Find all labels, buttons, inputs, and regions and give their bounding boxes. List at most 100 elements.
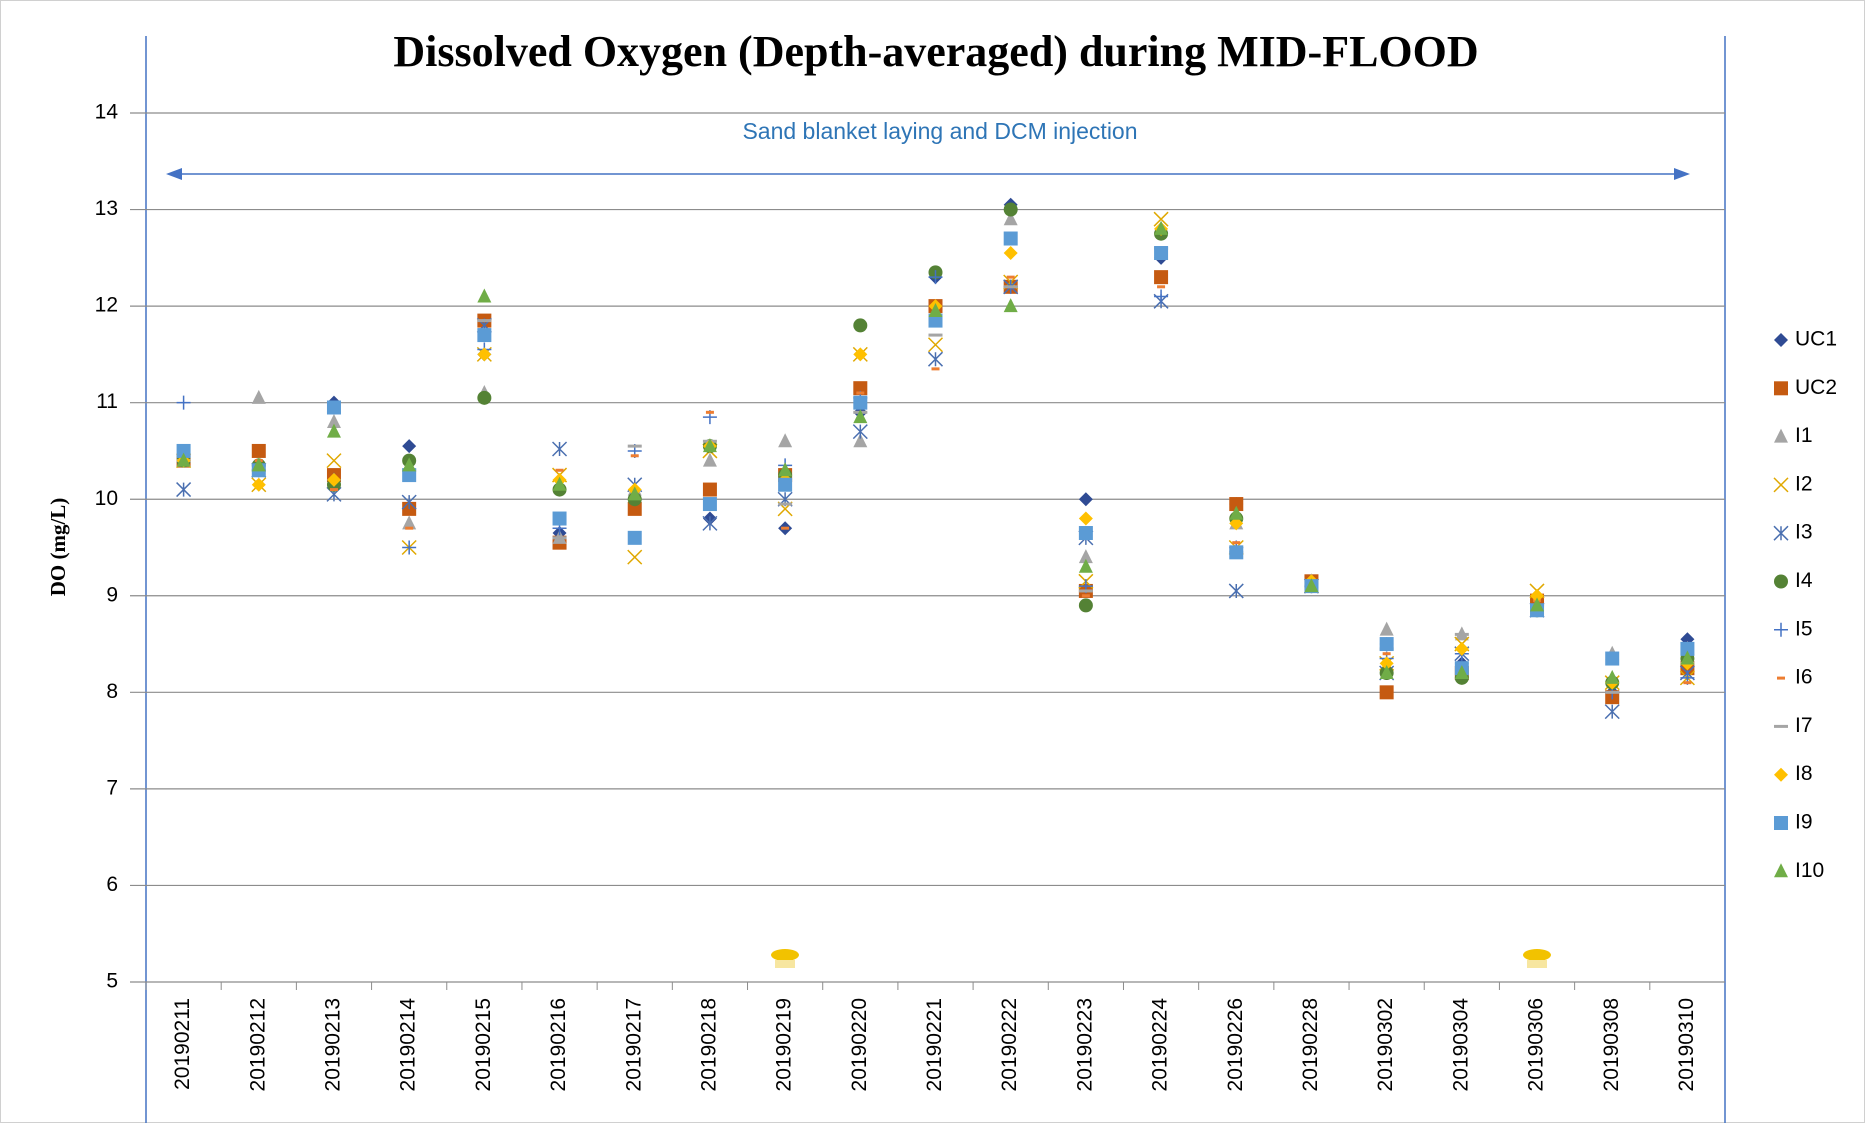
data-point xyxy=(702,515,718,531)
data-point xyxy=(552,476,567,491)
data-point xyxy=(627,549,643,565)
weather-icon xyxy=(771,949,799,968)
legend-marker xyxy=(1774,816,1788,830)
y-tick-label: 7 xyxy=(106,776,118,799)
data-point xyxy=(1078,526,1093,541)
data-point xyxy=(1229,545,1244,560)
data-point xyxy=(1154,220,1169,235)
data-point xyxy=(402,439,417,454)
x-tick-label: 20190310 xyxy=(1675,998,1698,1091)
data-point xyxy=(928,313,943,328)
x-tick-label: 20190223 xyxy=(1073,998,1096,1091)
x-tick-label: 20190304 xyxy=(1449,998,1472,1092)
data-point xyxy=(778,462,793,477)
y-tick-label: 14 xyxy=(95,101,119,124)
data-point xyxy=(1154,270,1169,285)
x-tick-label: 20190216 xyxy=(547,998,570,1091)
x-tick-label: 20190215 xyxy=(472,998,495,1091)
data-point xyxy=(251,457,266,472)
data-point xyxy=(627,486,642,501)
legend-marker xyxy=(1774,381,1788,396)
data-point xyxy=(1078,598,1093,613)
legend-marker xyxy=(1774,622,1788,637)
y-tick-label: 13 xyxy=(95,197,118,220)
data-point xyxy=(928,302,943,317)
data-point xyxy=(853,433,868,448)
y-tick-label: 11 xyxy=(96,390,118,413)
data-point xyxy=(326,400,341,415)
data-point xyxy=(928,270,943,285)
legend-marker xyxy=(1773,525,1789,541)
legend-marker xyxy=(1774,863,1788,878)
legend-label: I8 xyxy=(1795,762,1813,785)
data-point xyxy=(927,351,944,367)
y-axis-label: DO (mg/L) xyxy=(46,498,70,597)
legend-marker xyxy=(1774,767,1788,782)
legend-label: I9 xyxy=(1795,811,1813,834)
data-point xyxy=(1078,511,1093,526)
data-point xyxy=(778,433,793,448)
legend-label: I5 xyxy=(1795,617,1813,640)
data-point xyxy=(402,515,417,530)
data-point xyxy=(1680,641,1695,656)
data-point xyxy=(702,497,717,512)
x-tick-label: 20190226 xyxy=(1224,998,1247,1091)
y-tick-label: 5 xyxy=(106,970,118,993)
data-point xyxy=(402,468,417,483)
data-point xyxy=(326,453,342,469)
legend-label: UC2 xyxy=(1795,376,1837,399)
data-point xyxy=(1154,289,1169,304)
data-point xyxy=(702,452,717,467)
data-point xyxy=(401,494,417,510)
x-tick-label: 20190224 xyxy=(1149,998,1172,1092)
data-point xyxy=(477,347,492,362)
annotation: Sand blanket laying and DCM injection xyxy=(742,118,1137,144)
annotation-arrow xyxy=(166,168,1690,180)
data-point xyxy=(552,511,567,526)
legend-marker xyxy=(1774,574,1788,589)
data-point xyxy=(1530,588,1545,603)
data-point xyxy=(1379,637,1394,652)
data-point xyxy=(251,443,266,458)
y-tick-label: 10 xyxy=(95,487,118,510)
data-point xyxy=(627,530,642,545)
data-point xyxy=(1680,650,1695,665)
data-point xyxy=(853,409,868,424)
x-tick-label: 20190219 xyxy=(773,998,796,1091)
x-tick-label: 20190302 xyxy=(1374,998,1397,1091)
data-point xyxy=(1228,583,1244,599)
data-point xyxy=(1003,231,1018,246)
data-point xyxy=(778,477,793,492)
data-point xyxy=(1229,505,1244,520)
data-point xyxy=(477,390,492,405)
data-point xyxy=(1454,641,1469,656)
data-point xyxy=(477,288,492,303)
x-tick-label: 20190308 xyxy=(1600,998,1623,1091)
x-tick-label: 20190211 xyxy=(171,998,194,1090)
data-point xyxy=(1003,211,1018,226)
data-point xyxy=(176,482,192,498)
legend-label: I3 xyxy=(1795,521,1813,544)
data-point xyxy=(1229,497,1244,512)
data-point xyxy=(477,328,492,343)
data-point xyxy=(402,457,417,472)
data-point xyxy=(1605,669,1620,684)
y-tick-label: 6 xyxy=(106,873,118,896)
data-point xyxy=(1379,665,1394,680)
legend-label: UC1 xyxy=(1795,328,1837,351)
data-point xyxy=(326,423,341,438)
data-point xyxy=(176,395,191,410)
legend-label: I4 xyxy=(1795,569,1813,592)
data-point xyxy=(1153,211,1169,227)
data-point xyxy=(1003,202,1018,217)
legend-marker xyxy=(1773,477,1789,493)
y-tick-label: 8 xyxy=(106,680,118,703)
legend-label: I1 xyxy=(1795,424,1813,447)
x-tick-label: 20190228 xyxy=(1299,998,1322,1091)
weather-icon xyxy=(1523,949,1551,968)
data-point xyxy=(176,443,191,458)
data-point xyxy=(1604,704,1620,720)
y-tick-label: 9 xyxy=(106,583,118,606)
